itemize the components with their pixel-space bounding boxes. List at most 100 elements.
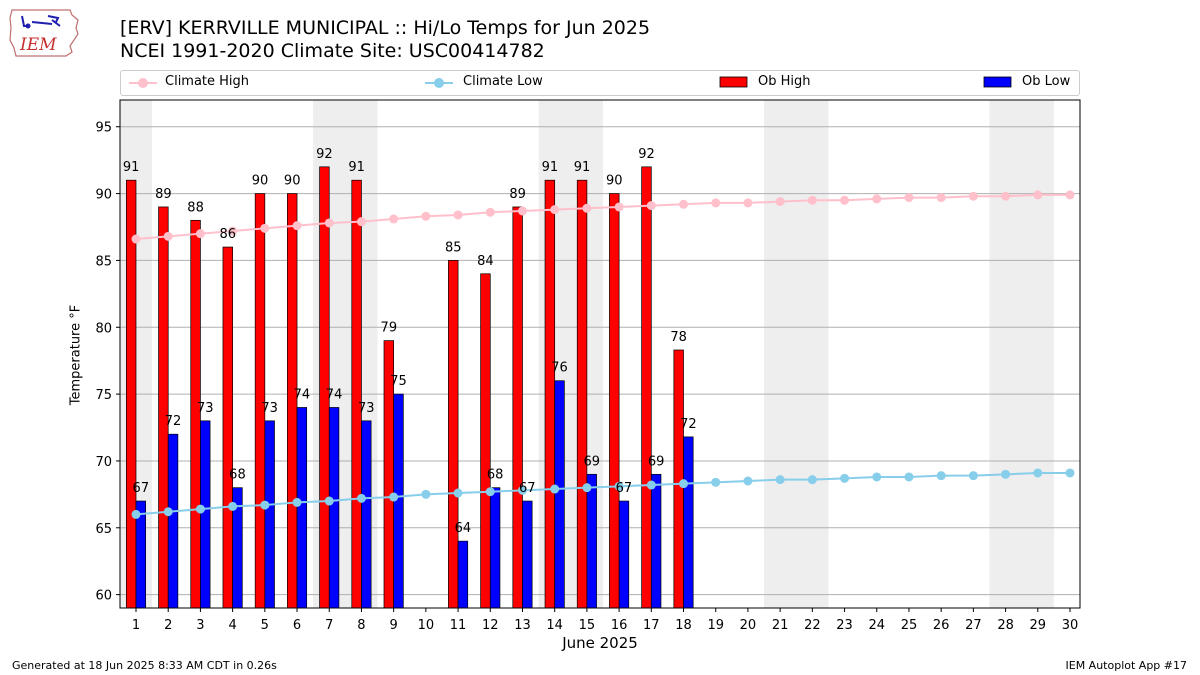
ob-low-data-label: 74 (326, 387, 343, 402)
ob-low-bar (618, 500, 630, 608)
x-tick-label: 19 (707, 618, 724, 633)
climate-high-point (743, 198, 753, 208)
ob-low-bar (650, 473, 662, 608)
climate-low-point (550, 484, 560, 494)
ob-high-data-label: 90 (606, 174, 623, 189)
footer-generated-text: Generated at 18 Jun 2025 8:33 AM CDT in … (12, 659, 277, 672)
y-tick-label: 95 (95, 121, 112, 136)
y-tick-label: 60 (95, 589, 112, 604)
weather-station-icon (21, 15, 61, 27)
climate-high-point (324, 218, 334, 228)
ob-low-data-label: 67 (133, 481, 150, 496)
ob-high-bar (351, 179, 362, 608)
climate-high-point (1033, 190, 1043, 200)
ob-low-data-label: 72 (165, 414, 182, 429)
ob-low-bar (522, 500, 533, 608)
climate-high-point (453, 210, 463, 220)
climate-low-point (936, 471, 946, 481)
legend-swatch-ob-low (983, 76, 1012, 88)
climate-high-point (936, 193, 946, 203)
climate-high-point (582, 203, 592, 213)
iem-logo: IEM (9, 9, 79, 57)
climate-high-point (163, 231, 173, 241)
ob-low-bar (200, 420, 211, 608)
climate-low-point (260, 500, 270, 510)
ob-low-data-label: 73 (261, 401, 278, 416)
ob-high-bar (544, 179, 556, 608)
ob-high-bar (480, 273, 491, 608)
legend: Climate High Climate Low Ob High Ob Low (120, 70, 1080, 96)
y-axis-label: Temperature °F (68, 304, 84, 406)
ob-high-bar (576, 179, 588, 608)
x-tick-label: 23 (836, 618, 853, 633)
climate-high-point (356, 217, 366, 227)
plot-layer (120, 100, 1080, 608)
ob-low-data-label: 69 (648, 454, 665, 469)
climate-low-point (389, 492, 399, 502)
ob-low-bar (489, 487, 501, 608)
x-axis-label: June 2025 (562, 634, 638, 652)
climate-low-point (582, 483, 592, 493)
legend-swatch-ob-high (719, 76, 748, 88)
legend-label-ob-low: Ob Low (1022, 74, 1071, 89)
climate-low-point (904, 472, 914, 482)
climate-low-point (807, 475, 817, 485)
ob-high-bar (609, 193, 620, 608)
logo-text: IEM (19, 35, 57, 55)
climate-high-point (1001, 191, 1011, 201)
climate-high-point (131, 234, 141, 244)
x-tick-label: 4 (228, 618, 236, 633)
climate-low-point (743, 476, 753, 486)
ob-high-bar (448, 260, 459, 608)
ob-low-bar (328, 407, 340, 608)
climate-high-point (904, 193, 914, 203)
climate-low-point (195, 504, 205, 514)
ob-high-data-label: 78 (670, 330, 687, 345)
x-tick-label: 26 (933, 618, 950, 633)
climate-high-point (260, 223, 270, 233)
climate-high-point (1065, 190, 1075, 200)
ob-low-data-label: 67 (519, 481, 536, 496)
y-tick-label: 75 (95, 388, 112, 403)
climate-high-point (550, 205, 560, 215)
x-tick-label: 22 (804, 618, 821, 633)
climate-low-point (485, 487, 495, 497)
ob-high-data-label: 89 (509, 187, 526, 202)
ob-low-data-label: 68 (487, 468, 504, 483)
climate-low-point (324, 496, 334, 506)
ob-high-bar (222, 246, 233, 608)
climate-low-line (135, 471, 1070, 516)
ob-low-bar (167, 433, 179, 608)
x-tick-label: 25 (901, 618, 918, 633)
weekend-shade (764, 100, 829, 608)
climate-high-point (485, 207, 495, 217)
climate-low-point (775, 475, 785, 485)
ob-high-data-label: 90 (252, 174, 269, 189)
climate-low-point (1033, 468, 1043, 478)
ob-low-bar (135, 500, 147, 608)
climate-high-point (614, 202, 624, 212)
x-tick-label: 3 (196, 618, 204, 633)
ob-high-data-label: 85 (445, 240, 462, 255)
legend-swatch-climate-low (425, 78, 453, 88)
climate-high-point (195, 229, 205, 239)
x-tick-label: 10 (418, 618, 435, 633)
ob-high-data-label: 90 (284, 174, 301, 189)
x-tick-label: 5 (261, 618, 269, 633)
ob-high-data-label: 79 (381, 321, 398, 336)
ob-high-data-label: 86 (220, 227, 237, 242)
ob-low-data-label: 72 (680, 417, 697, 432)
climate-low-point (872, 472, 882, 482)
x-tick-label: 15 (579, 618, 596, 633)
x-tick-label: 24 (868, 618, 885, 633)
x-tick-label: 6 (293, 618, 301, 633)
climate-low-point (1065, 468, 1075, 478)
x-tick-label: 7 (325, 618, 333, 633)
climate-low-point (711, 477, 721, 487)
y-tick-label: 85 (95, 254, 112, 269)
climate-high-point (679, 199, 689, 209)
ob-high-bar (673, 349, 684, 608)
ob-high-bar (158, 206, 169, 608)
ob-high-bar (190, 219, 201, 608)
climate-low-point (131, 509, 141, 519)
